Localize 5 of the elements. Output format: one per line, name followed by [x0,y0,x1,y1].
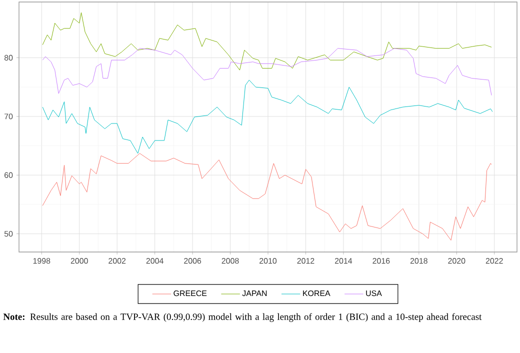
line-series [42,12,492,70]
text: Note: Results are based on a TVP-VAR (0.99,0.99) model with a lag length of order 1 (BIC) and a 10-step ahead forecast [3,313,482,322]
line-series [42,153,492,241]
line-series [42,48,492,96]
line-series [42,80,493,154]
